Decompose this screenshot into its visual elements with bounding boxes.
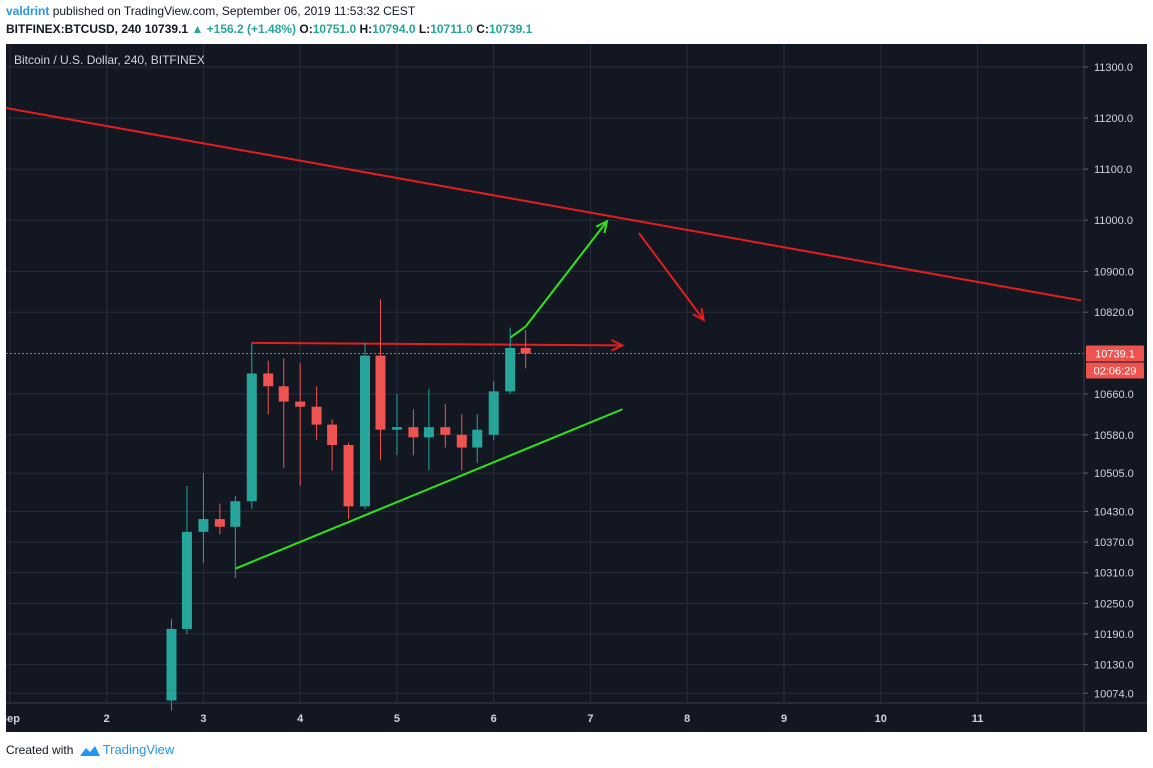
price-change: ▲ +156.2 (+1.48%): [191, 22, 297, 36]
arrow-head: [595, 219, 609, 234]
x-tick-label: 8: [684, 713, 690, 725]
candle-body: [520, 347, 531, 354]
candle-body: [391, 427, 402, 430]
grid-lines: [6, 44, 1084, 703]
x-tick-label: Sep: [6, 713, 20, 725]
y-tick-label: 10660.0: [1094, 389, 1134, 401]
candle-body: [181, 531, 192, 629]
publish-info: valdrint published on TradingView.com, S…: [6, 4, 415, 18]
candle-body: [263, 373, 274, 387]
candle-body: [472, 429, 483, 448]
x-tick-label: 3: [200, 713, 206, 725]
x-tick-label: 11: [972, 713, 984, 725]
trend-arrow: [251, 341, 623, 347]
y-tick-label: 11100.0: [1094, 164, 1132, 176]
x-tick-label: 9: [781, 713, 787, 725]
y-tick-label: 10505.0: [1094, 468, 1134, 480]
candle-body: [166, 628, 177, 691]
y-tick-label: 10074.0: [1094, 688, 1134, 700]
trend-line: [509, 325, 527, 339]
candle-body: [327, 424, 338, 446]
y-tick-label: 11200.0: [1094, 113, 1133, 125]
x-tick-label: 2: [104, 713, 110, 725]
trend-line: [234, 408, 623, 570]
candle-body: [375, 355, 386, 430]
arrow-head: [692, 307, 706, 322]
x-tick-label: 7: [587, 713, 593, 725]
price-tag: 10739.1: [1086, 345, 1144, 362]
last-price: 10739.1: [144, 22, 189, 36]
x-tick-label: 10: [875, 713, 887, 725]
trend-arrow: [524, 220, 608, 328]
open-label: O:: [299, 22, 313, 36]
time-axis[interactable]: Sep 2 3 4 5 6 7 8 9 10 11: [0, 713, 984, 725]
candle-body: [246, 373, 257, 502]
price-tag-text: 10739.1: [1095, 349, 1135, 361]
y-tick-label: 10370.0: [1094, 537, 1134, 549]
x-tick-label: 6: [491, 713, 497, 725]
y-tick-label: 10310.0: [1094, 568, 1134, 580]
trend-arrow: [638, 232, 705, 321]
candle-body: [278, 386, 289, 402]
created-with-text: Created with: [6, 743, 74, 757]
drawing-annotations: [4, 106, 1082, 570]
y-tick-label: 10430.0: [1094, 506, 1134, 518]
y-tick-label: 10190.0: [1094, 629, 1134, 641]
symbol-info: BITFINEX:BTCUSD, 240 10739.1 ▲ +156.2 (+…: [6, 22, 532, 36]
tradingview-logo-icon: [79, 745, 100, 756]
candle-body: [311, 406, 322, 425]
candlestick-series: [166, 299, 531, 711]
x-tick-label: 5: [394, 713, 400, 725]
chart-panel[interactable]: 10074.0 10130.0 10190.0 10250.0 10310.0 10370…: [0, 44, 1147, 732]
low-value: 10711.0: [430, 22, 473, 36]
countdown-tag: 02:06:29: [1086, 362, 1144, 379]
candle-body: [214, 519, 225, 527]
price-axis[interactable]: 10074.0 10130.0 10190.0 10250.0 10310.0 10370…: [1084, 62, 1134, 700]
trend-line: [4, 106, 1082, 302]
price-chart[interactable]: 10074.010130.010190.010250.010310.010370…: [0, 44, 1147, 732]
candle-body: [343, 445, 354, 507]
y-tick-label: 10820.0: [1094, 307, 1134, 319]
candle-body: [488, 391, 499, 435]
symbol-label: BITFINEX:BTCUSD, 240: [6, 22, 142, 36]
countdown-text: 02:06:29: [1094, 366, 1137, 378]
candle-body: [423, 427, 434, 438]
close-label: C:: [476, 22, 489, 36]
candle-body: [440, 427, 451, 435]
y-tick-label: 10900.0: [1094, 266, 1134, 278]
x-tick-label: 4: [297, 713, 304, 725]
candle-body: [456, 434, 467, 448]
low-label: L:: [418, 22, 431, 36]
arrow-head: [611, 339, 625, 352]
open-value: 10751.0: [312, 22, 357, 36]
author-link[interactable]: valdrint: [6, 4, 50, 18]
candle-body: [408, 427, 419, 438]
tradingview-brand-link[interactable]: TradingView: [102, 742, 175, 757]
close-value: 10739.1: [488, 22, 533, 36]
y-tick-label: 11300.0: [1094, 62, 1133, 74]
high-value: 10794.0: [372, 22, 416, 36]
price-tag-background: [1086, 345, 1144, 362]
candle-body: [295, 401, 306, 407]
chart-title: Bitcoin / U.S. Dollar, 240, BITFINEX: [14, 53, 205, 67]
high-label: H:: [359, 22, 373, 36]
candle-body: [505, 347, 516, 392]
published-text: published on TradingView.com, September …: [52, 4, 416, 18]
candle-body: [360, 355, 371, 507]
candle-body: [198, 519, 209, 532]
y-tick-label: 10250.0: [1094, 598, 1134, 610]
countdown-background: [1086, 362, 1144, 379]
footer: Created with TradingView: [6, 742, 174, 758]
candle-body: [230, 501, 241, 527]
y-tick-label: 11000.0: [1094, 215, 1133, 227]
y-tick-label: 10580.0: [1094, 430, 1134, 442]
y-tick-label: 10130.0: [1094, 660, 1134, 672]
